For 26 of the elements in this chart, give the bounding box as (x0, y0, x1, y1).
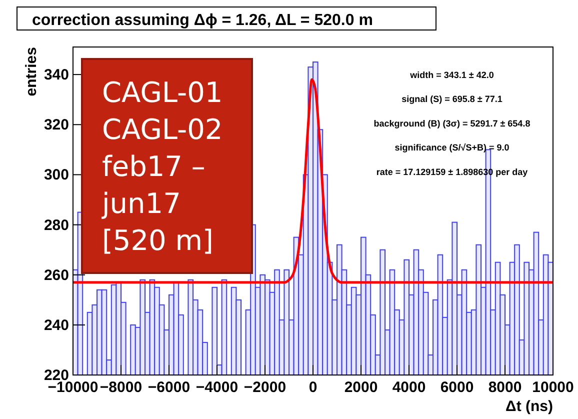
y-axis-title: entries (23, 47, 40, 96)
x-tick-label: 2000 (344, 379, 378, 396)
line-series (72, 78, 554, 284)
chart-title: correction assuming Δϕ = 1.26, ΔL = 520.0 m (32, 12, 373, 29)
y-tick-label: 260 (44, 266, 69, 284)
annotation: significance (S/√S+B) = 9.0 (394, 142, 510, 153)
y-tick-label: 340 (44, 66, 69, 84)
y-tick-label: 320 (44, 116, 69, 134)
annotation: signal (S) = 695.8 ± 77.1 (402, 94, 502, 104)
x-tick-label: −4000 (196, 379, 238, 396)
y-tick-label: 240 (44, 316, 69, 334)
annotation: background (B) (3σ) = 5291.7 ± 654.8 (374, 118, 530, 128)
x-tick-label: 8000 (488, 379, 522, 396)
x-tick-label: 6000 (440, 379, 474, 396)
x-tick-label: 4000 (392, 379, 426, 396)
x-tick-label: 0 (308, 379, 318, 396)
y-tick-label: 280 (44, 216, 69, 234)
x-tick-label: 10000 (532, 379, 574, 396)
x-tick-label: −2000 (244, 379, 286, 396)
x-axis-title: Δt (ns) (506, 398, 553, 415)
annotation: width = 343.1 ± 42.0 (409, 70, 494, 80)
annotation: CAGL-01 CAGL-02 feb17 – jun17 [520 m] (101, 76, 223, 257)
x-tick-label: −8000 (100, 379, 142, 396)
y-tick-label: 300 (44, 166, 69, 184)
x-tick-label: −10000 (48, 379, 98, 396)
x-tick-label: −6000 (148, 379, 190, 396)
